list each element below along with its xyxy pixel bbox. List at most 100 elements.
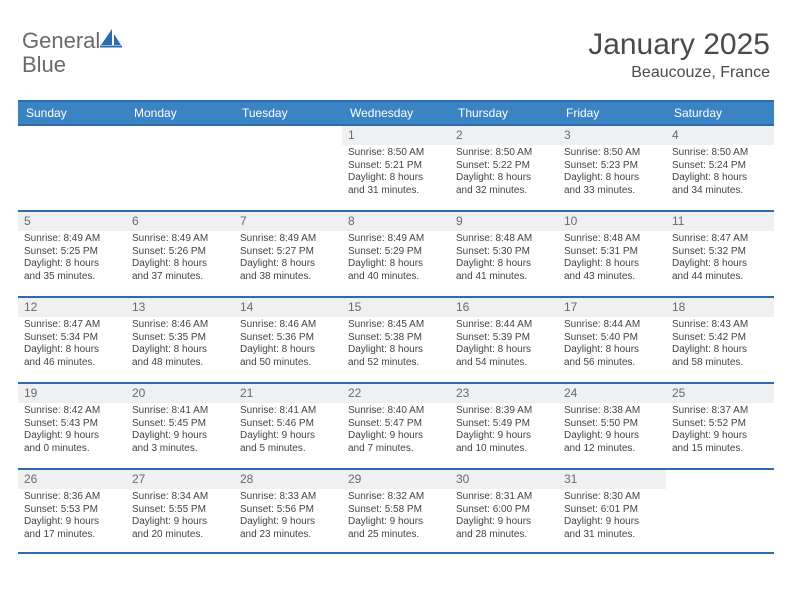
sunrise-line: Sunrise: 8:31 AM (456, 491, 552, 504)
calendar-cell (126, 126, 234, 210)
dl1-line: Daylight: 8 hours (240, 344, 336, 357)
sunrise-line: Sunrise: 8:43 AM (672, 319, 768, 332)
dl1-line: Daylight: 8 hours (132, 258, 228, 271)
day-number: 3 (558, 126, 666, 145)
header: General January 2025 Beaucouze, France (18, 28, 774, 82)
dl2-line: and 3 minutes. (132, 443, 228, 456)
day-number: 1 (342, 126, 450, 145)
dl1-line: Daylight: 9 hours (564, 430, 660, 443)
sunrise-line: Sunrise: 8:33 AM (240, 491, 336, 504)
dl2-line: and 28 minutes. (456, 529, 552, 542)
calendar-cell: 6Sunrise: 8:49 AMSunset: 5:26 PMDaylight… (126, 212, 234, 296)
day-number: 21 (234, 384, 342, 403)
calendar-cell: 11Sunrise: 8:47 AMSunset: 5:32 PMDayligh… (666, 212, 774, 296)
sunrise-line: Sunrise: 8:49 AM (24, 233, 120, 246)
dl2-line: and 12 minutes. (564, 443, 660, 456)
calendar-cell (18, 126, 126, 210)
dl2-line: and 50 minutes. (240, 357, 336, 370)
dl1-line: Daylight: 9 hours (564, 516, 660, 529)
day-number: 30 (450, 470, 558, 489)
dl1-line: Daylight: 8 hours (672, 344, 768, 357)
day-header: Saturday (666, 102, 774, 124)
dl1-line: Daylight: 8 hours (348, 344, 444, 357)
calendar-cell: 5Sunrise: 8:49 AMSunset: 5:25 PMDaylight… (18, 212, 126, 296)
sunrise-line: Sunrise: 8:50 AM (456, 147, 552, 160)
week-row: 19Sunrise: 8:42 AMSunset: 5:43 PMDayligh… (18, 382, 774, 468)
day-header: Friday (558, 102, 666, 124)
dl2-line: and 58 minutes. (672, 357, 768, 370)
sunrise-line: Sunrise: 8:46 AM (240, 319, 336, 332)
brand-word-2-wrap: Blue (22, 52, 66, 78)
calendar-cell: 14Sunrise: 8:46 AMSunset: 5:36 PMDayligh… (234, 298, 342, 382)
dl1-line: Daylight: 9 hours (132, 430, 228, 443)
dl1-line: Daylight: 8 hours (348, 172, 444, 185)
dl2-line: and 43 minutes. (564, 271, 660, 284)
cell-content: Sunrise: 8:50 AMSunset: 5:21 PMDaylight:… (342, 147, 450, 201)
day-number: 28 (234, 470, 342, 489)
sunset-line: Sunset: 5:23 PM (564, 160, 660, 173)
sunrise-line: Sunrise: 8:34 AM (132, 491, 228, 504)
day-number: 26 (18, 470, 126, 489)
day-header: Wednesday (342, 102, 450, 124)
calendar-cell: 31Sunrise: 8:30 AMSunset: 6:01 PMDayligh… (558, 470, 666, 552)
day-header: Tuesday (234, 102, 342, 124)
dl2-line: and 17 minutes. (24, 529, 120, 542)
cell-content: Sunrise: 8:49 AMSunset: 5:27 PMDaylight:… (234, 233, 342, 287)
day-number: 10 (558, 212, 666, 231)
cell-content: Sunrise: 8:39 AMSunset: 5:49 PMDaylight:… (450, 405, 558, 459)
sunrise-line: Sunrise: 8:47 AM (672, 233, 768, 246)
sunset-line: Sunset: 5:46 PM (240, 418, 336, 431)
calendar-cell: 29Sunrise: 8:32 AMSunset: 5:58 PMDayligh… (342, 470, 450, 552)
calendar-cell: 13Sunrise: 8:46 AMSunset: 5:35 PMDayligh… (126, 298, 234, 382)
dl2-line: and 31 minutes. (348, 185, 444, 198)
calendar-cell: 7Sunrise: 8:49 AMSunset: 5:27 PMDaylight… (234, 212, 342, 296)
sunset-line: Sunset: 5:42 PM (672, 332, 768, 345)
title-block: January 2025 Beaucouze, France (588, 28, 770, 82)
sunset-line: Sunset: 5:55 PM (132, 504, 228, 517)
dl1-line: Daylight: 8 hours (348, 258, 444, 271)
day-number: 19 (18, 384, 126, 403)
dl1-line: Daylight: 9 hours (672, 430, 768, 443)
day-number: 5 (18, 212, 126, 231)
sunrise-line: Sunrise: 8:32 AM (348, 491, 444, 504)
calendar-cell: 15Sunrise: 8:45 AMSunset: 5:38 PMDayligh… (342, 298, 450, 382)
dl2-line: and 54 minutes. (456, 357, 552, 370)
dl2-line: and 35 minutes. (24, 271, 120, 284)
day-number: 4 (666, 126, 774, 145)
sunset-line: Sunset: 5:30 PM (456, 246, 552, 259)
dl2-line: and 44 minutes. (672, 271, 768, 284)
sunrise-line: Sunrise: 8:37 AM (672, 405, 768, 418)
day-number: 13 (126, 298, 234, 317)
calendar-cell: 20Sunrise: 8:41 AMSunset: 5:45 PMDayligh… (126, 384, 234, 468)
dl1-line: Daylight: 8 hours (24, 344, 120, 357)
week-row: 1 Sunrise: 8:50 AMSunset: 5:21 PMDaylight… (18, 124, 774, 210)
week-row: 26Sunrise: 8:36 AMSunset: 5:53 PMDayligh… (18, 468, 774, 554)
day-number: 8 (342, 212, 450, 231)
dl2-line: and 46 minutes. (24, 357, 120, 370)
sunrise-line: Sunrise: 8:42 AM (24, 405, 120, 418)
dl2-line: and 15 minutes. (672, 443, 768, 456)
sunrise-line: Sunrise: 8:49 AM (348, 233, 444, 246)
dl2-line: and 52 minutes. (348, 357, 444, 370)
day-number: 12 (18, 298, 126, 317)
cell-content: Sunrise: 8:31 AMSunset: 6:00 PMDaylight:… (450, 491, 558, 545)
cell-content: Sunrise: 8:50 AMSunset: 5:22 PMDaylight:… (450, 147, 558, 201)
cell-content: Sunrise: 8:37 AMSunset: 5:52 PMDaylight:… (666, 405, 774, 459)
dl1-line: Daylight: 9 hours (240, 516, 336, 529)
dl1-line: Daylight: 8 hours (240, 258, 336, 271)
brand-word-1: General (22, 28, 100, 54)
calendar: Sunday Monday Tuesday Wednesday Thursday… (18, 100, 774, 554)
calendar-cell: 16Sunrise: 8:44 AMSunset: 5:39 PMDayligh… (450, 298, 558, 382)
dl1-line: Daylight: 9 hours (132, 516, 228, 529)
cell-content: Sunrise: 8:48 AMSunset: 5:31 PMDaylight:… (558, 233, 666, 287)
dl1-line: Daylight: 8 hours (564, 344, 660, 357)
sunset-line: Sunset: 5:34 PM (24, 332, 120, 345)
calendar-cell: 24Sunrise: 8:38 AMSunset: 5:50 PMDayligh… (558, 384, 666, 468)
dl1-line: Daylight: 9 hours (240, 430, 336, 443)
day-number: 17 (558, 298, 666, 317)
dl2-line: and 37 minutes. (132, 271, 228, 284)
sunrise-line: Sunrise: 8:44 AM (456, 319, 552, 332)
cell-content: Sunrise: 8:34 AMSunset: 5:55 PMDaylight:… (126, 491, 234, 545)
sunset-line: Sunset: 5:36 PM (240, 332, 336, 345)
cell-content: Sunrise: 8:47 AMSunset: 5:34 PMDaylight:… (18, 319, 126, 373)
